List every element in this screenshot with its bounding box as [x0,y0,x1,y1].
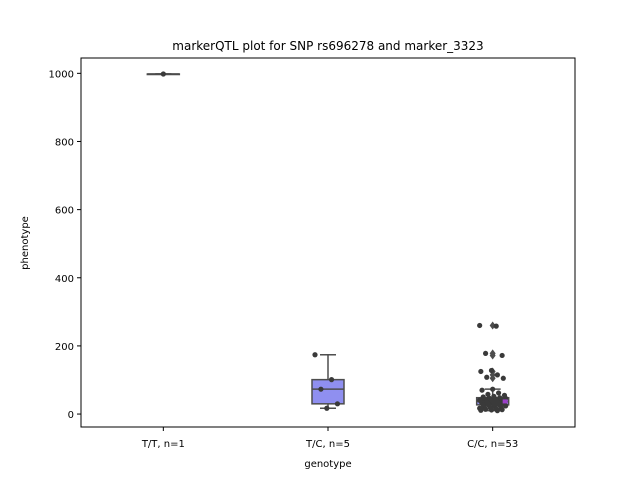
data-point [499,352,505,359]
data-point [312,352,318,358]
x-tick-label: C/C, n=53 [467,439,518,450]
data-point [478,407,484,413]
data-point [160,71,166,77]
y-axis-label: phenotype [20,216,31,270]
y-tick-label: 1000 [49,69,74,80]
data-point [318,386,324,392]
y-axis: 0 200 400 600 800 1000 [49,69,81,421]
data-point [495,390,502,396]
x-tick-label: T/C, n=5 [305,439,350,450]
y-tick-label: 800 [55,137,74,148]
data-point [493,323,499,329]
data-point [478,368,484,375]
data-point [482,406,489,412]
x-axis-label: genotype [304,459,351,470]
data-point [503,403,509,409]
box-1 [311,378,345,405]
data-point [477,322,483,329]
data-point [334,401,341,407]
highlight-marker [502,399,508,404]
data-point [490,386,496,392]
data-point [482,350,489,357]
outlier-marker [489,349,496,358]
data-point [494,372,500,378]
data-point [494,408,500,414]
data-point [328,377,335,383]
y-tick-label: 600 [55,206,74,217]
data-point [500,375,506,381]
data-point [488,367,495,374]
x-axis: T/T, n=1 T/C, n=5 C/C, n=53 [141,427,518,450]
points-group [160,71,509,414]
data-point [499,407,505,413]
y-tick-label: 200 [55,342,74,353]
y-tick-label: 0 [68,410,74,421]
y-tick-label: 400 [55,274,74,285]
data-point [479,387,485,393]
data-point [488,407,495,413]
data-point [484,374,490,380]
data-point [324,405,330,411]
x-tick-label: T/T, n=1 [141,439,185,450]
chart-title: markerQTL plot for SNP rs696278 and mark… [172,39,483,53]
